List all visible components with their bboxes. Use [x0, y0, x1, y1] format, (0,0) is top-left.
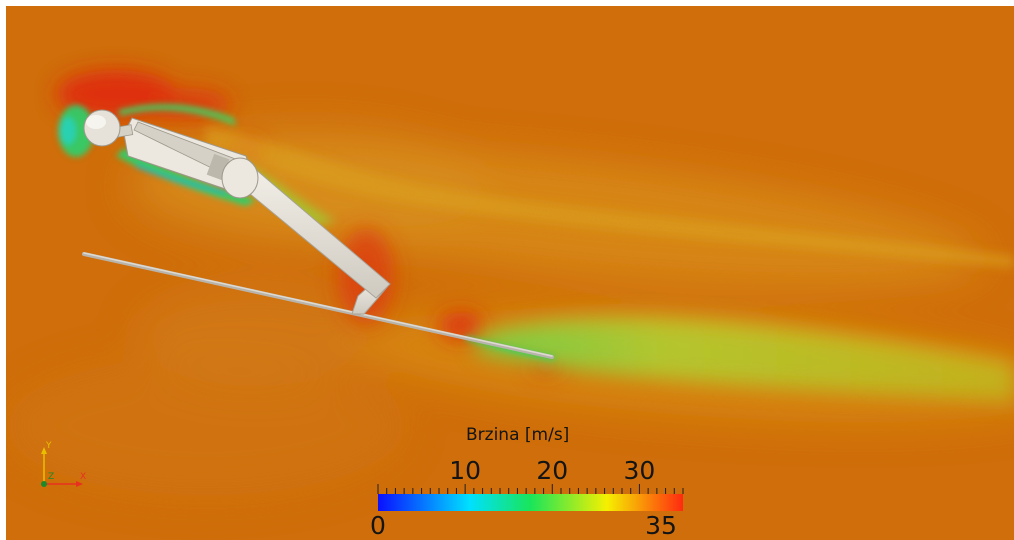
z-axis-dot: [41, 481, 47, 487]
colorbar-tick-label: 10: [449, 456, 482, 485]
torso: [123, 117, 259, 199]
colorbar-minor-ticks: [377, 484, 684, 494]
colorbar-gradient: [378, 494, 683, 511]
colorbar-tick-label: 30: [623, 456, 656, 485]
y-axis-label: Y: [46, 441, 52, 451]
colorbar-min-label: 0: [370, 511, 386, 540]
colorbar-max-label: 35: [645, 511, 677, 540]
axes-triad: [41, 447, 83, 487]
z-axis-label: Z: [48, 472, 55, 482]
head: [83, 109, 121, 147]
ski: [82, 252, 554, 359]
colorbar-title: Brzina [m/s]: [466, 425, 570, 445]
velocity-field-render: [6, 6, 1014, 540]
x-axis-label: X: [80, 472, 87, 482]
colorbar-tick-label: 20: [536, 456, 569, 485]
ski-wake: [476, 315, 1014, 401]
cfd-velocity-viewport[interactable]: Y Z X: [6, 6, 1014, 540]
